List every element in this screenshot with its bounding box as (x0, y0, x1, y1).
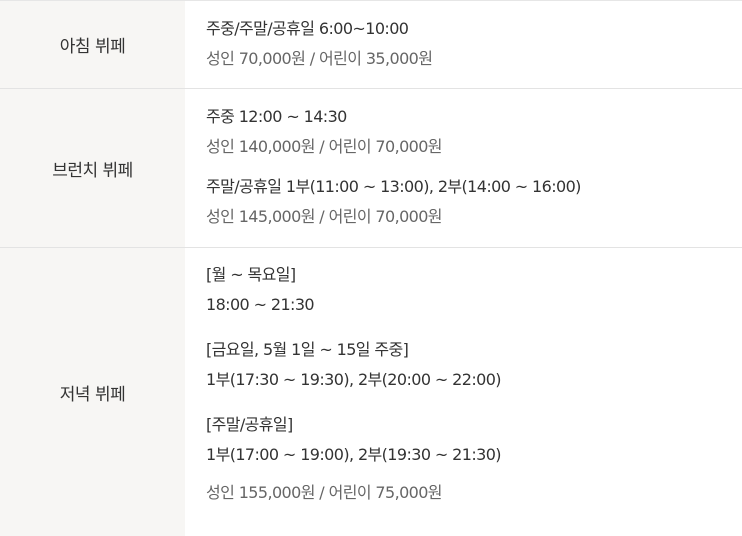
price-info: 성인 70,000원 / 어린이 35,000원 (206, 49, 433, 68)
price-info: 성인 145,000원 / 어린이 70,000원 (206, 207, 443, 226)
schedule-hours: 1부(17:30 ~ 19:30), 2부(20:00 ~ 22:00) (206, 370, 502, 389)
row-body-brunch: 주중 12:00 ~ 14:30 성인 140,000원 / 어린이 70,00… (185, 89, 742, 247)
schedule-hours: 주중/주말/공휴일 6:00~10:00 (206, 19, 409, 38)
row-label-breakfast: 아침 뷔페 (0, 1, 185, 88)
row-label-dinner: 저녁 뷔페 (0, 248, 185, 536)
table-row-brunch: 브런치 뷔페 주중 12:00 ~ 14:30 성인 140,000원 / 어린… (0, 89, 742, 248)
schedule-block-weekend: 주말/공휴일 1부(11:00 ~ 13:00), 2부(14:00 ~ 16:… (206, 172, 742, 232)
table-row-dinner: 저녁 뷔페 [월 ~ 목요일] 18:00 ~ 21:30 [금요일, 5월 1… (0, 248, 742, 536)
schedule-period: [금요일, 5월 1일 ~ 15일 주중] (206, 340, 409, 359)
table-row-breakfast: 아침 뷔페 주중/주말/공휴일 6:00~10:00 성인 70,000원 / … (0, 1, 742, 89)
schedule-hours: 1부(17:00 ~ 19:00), 2부(19:30 ~ 21:30) (206, 445, 502, 464)
schedule-hours: 주말/공휴일 1부(11:00 ~ 13:00), 2부(14:00 ~ 16:… (206, 177, 581, 196)
schedule-block-weekday: 주중 12:00 ~ 14:30 성인 140,000원 / 어린이 70,00… (206, 102, 742, 162)
schedule-block-friday: [금요일, 5월 1일 ~ 15일 주중] 1부(17:30 ~ 19:30),… (206, 335, 742, 395)
schedule-block-weekend: [주말/공휴일] 1부(17:00 ~ 19:00), 2부(19:30 ~ 2… (206, 410, 742, 470)
price-info: 성인 140,000원 / 어린이 70,000원 (206, 137, 443, 156)
price-info: 성인 155,000원 / 어린이 75,000원 (206, 483, 443, 502)
schedule-hours: 주중 12:00 ~ 14:30 (206, 107, 347, 126)
schedule-block-mon-thu: [월 ~ 목요일] 18:00 ~ 21:30 (206, 260, 742, 320)
schedule-period: [주말/공휴일] (206, 415, 293, 434)
row-body-dinner: [월 ~ 목요일] 18:00 ~ 21:30 [금요일, 5월 1일 ~ 15… (185, 248, 742, 536)
schedule-period: [월 ~ 목요일] (206, 265, 296, 284)
row-label-brunch: 브런치 뷔페 (0, 89, 185, 247)
row-body-breakfast: 주중/주말/공휴일 6:00~10:00 성인 70,000원 / 어린이 35… (185, 1, 742, 88)
schedule-hours: 18:00 ~ 21:30 (206, 295, 315, 314)
schedule-block: 주중/주말/공휴일 6:00~10:00 성인 70,000원 / 어린이 35… (206, 14, 742, 74)
